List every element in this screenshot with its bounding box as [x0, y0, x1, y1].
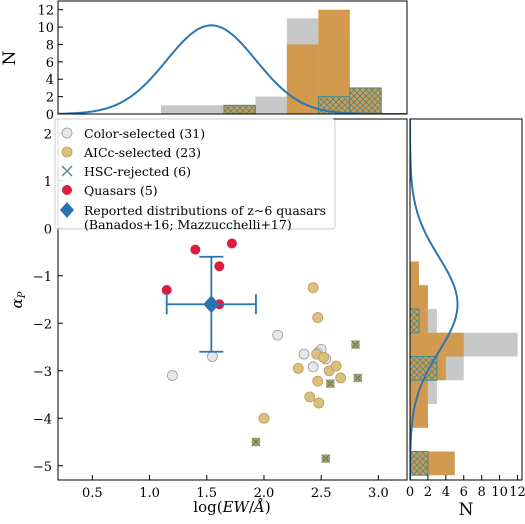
aicc-selected-point — [258, 412, 270, 424]
top-hatched-bar — [349, 87, 382, 114]
top-y-tick-label: 8 — [46, 38, 54, 53]
legend-entries: Color-selected (31) AICc-selected (23) HSC… — [60, 126, 326, 232]
aicc-selected-point — [313, 397, 325, 409]
top-gray-bar — [192, 105, 224, 114]
legend-reported-label: Reported distributions of z∼6 quasars — [84, 203, 326, 218]
aicc-selected-point — [307, 282, 319, 294]
top-hist-frame — [57, 0, 408, 115]
right-x-tick-label: 12 — [509, 485, 525, 500]
right-x-tick-label: 0 — [406, 485, 414, 500]
right-hatched-bar — [410, 308, 420, 334]
hsc-rejected-cross — [251, 437, 261, 447]
right-tan-bar — [410, 261, 419, 286]
scatter-y-ticks: 2 1 0 −1 −2 −3 −4 −5 — [33, 127, 63, 475]
legend-hsc-rejected-label: HSC-rejected (6) — [84, 164, 191, 179]
reported-errorbar — [165, 255, 257, 353]
top-y-tick-label: 2 — [46, 91, 54, 106]
color-selected-point — [298, 348, 310, 360]
scatter-x-tick-label: 2.5 — [311, 486, 332, 501]
top-y-tick-label: 10 — [37, 21, 54, 36]
right-x-tick-label: 2 — [424, 485, 432, 500]
hsc-rejected-cross — [351, 340, 361, 350]
right-histogram: 0 2 4 6 8 10 12 N — [406, 118, 525, 520]
hsc-rejected-cross — [321, 454, 331, 464]
scatter-ylabel: αP — [8, 291, 28, 308]
color-selected-point — [307, 361, 319, 373]
scatter-x-tick-label: 1.5 — [196, 486, 217, 501]
legend-aicc-selected-label: AICc-selected (23) — [83, 145, 201, 160]
legend-color-selected-marker — [61, 127, 73, 139]
right-x-tick-label: 10 — [491, 485, 508, 500]
aicc-selected-point — [335, 372, 347, 384]
legend-reported-label-line2: (Banados+16; Mazzucchelli+17) — [84, 217, 292, 232]
right-tan-bar — [410, 332, 464, 357]
right-hist-frame — [409, 118, 523, 481]
scatter-y-tick-label: 2 — [44, 127, 52, 142]
color-selected-point — [272, 329, 284, 341]
scatter-x-tick-label: 0.5 — [82, 486, 103, 501]
top-y-tick-label: 6 — [46, 56, 54, 71]
top-gray-bar — [160, 105, 193, 114]
scatter-y-tick-label: −4 — [33, 412, 52, 427]
right-x-tick-label: 4 — [442, 485, 450, 500]
legend: Color-selected (31) AICc-selected (23) HSC… — [54, 118, 336, 232]
scatter-x-ticks: 0.5 1.0 1.5 2.0 2.5 3.0 — [82, 475, 389, 501]
aicc-selected-point — [312, 312, 324, 323]
hsc-rejected-cross — [353, 373, 363, 383]
right-hist-x-ticks: 0 2 4 6 8 10 12 — [406, 475, 525, 500]
scatter-y-tick-label: −3 — [33, 365, 52, 380]
aicc-selected-point — [318, 352, 329, 363]
top-hist-curve — [58, 24, 407, 114]
aicc-selected-point — [330, 360, 342, 372]
aicc-selected-point — [312, 375, 324, 387]
quasar-point — [190, 244, 201, 255]
scatter-x-tick-label: 2.0 — [254, 486, 275, 501]
scatter-x-tick-label: 1.0 — [139, 486, 160, 501]
right-hatched-bar — [410, 451, 429, 476]
color-selected-point — [167, 370, 178, 381]
legend-quasar-label: Quasars (5) — [84, 183, 158, 198]
top-hatched-bar — [223, 104, 256, 114]
quasar-point — [161, 285, 172, 295]
legend-frame — [54, 118, 336, 230]
legend-quasar-marker — [62, 185, 72, 195]
color-selected-point — [207, 351, 218, 362]
hsc-rejected-cross — [325, 379, 335, 389]
aicc-selected-point — [304, 391, 316, 403]
scatter-points — [161, 238, 363, 464]
top-y-tick-label: 0 — [46, 108, 54, 123]
scatter-y-tick-label: −1 — [33, 270, 52, 285]
right-tan-bar — [410, 285, 428, 309]
scatter-y-tick-label: −2 — [33, 317, 52, 332]
top-y-tick-label: 12 — [37, 4, 54, 19]
scatter-y-tick-label: 0 — [44, 222, 52, 237]
legend-color-selected-label: Color-selected (31) — [84, 126, 205, 141]
top-histogram: 0 2 4 6 8 10 12 N — [0, 0, 408, 123]
legend-aicc-selected-marker — [61, 146, 73, 158]
quasar-point — [214, 261, 225, 272]
right-hist-xlabel: N — [459, 500, 474, 520]
right-x-tick-label: 8 — [478, 485, 486, 500]
quasar-point — [226, 238, 237, 249]
top-y-tick-label: 4 — [46, 73, 54, 88]
main-scatter: 0.5 1.0 1.5 2.0 2.5 3.0 2 1 0 −1 −2 −3 −4 −5 log(EW/… — [8, 118, 408, 516]
top-hist-ylabel: N — [0, 50, 20, 65]
right-hist-curve — [410, 119, 459, 480]
aicc-selected-point — [292, 362, 304, 374]
scatter-xlabel: log(EW/Å) — [193, 498, 270, 516]
scatter-y-tick-label: −5 — [33, 460, 52, 475]
top-gray-bar — [255, 96, 287, 114]
legend-hsc-rejected-marker — [61, 165, 73, 177]
scatter-y-tick-label: 1 — [44, 175, 52, 190]
right-x-tick-label: 6 — [460, 485, 468, 500]
right-hist-bars — [410, 261, 518, 476]
legend-reported-marker — [60, 202, 74, 218]
top-hist-y-ticks: 0 2 4 6 8 10 12 — [37, 4, 63, 123]
top-hist-bars — [160, 9, 382, 114]
scatter-x-tick-label: 3.0 — [368, 486, 389, 501]
reported-diamond-point — [203, 295, 220, 314]
